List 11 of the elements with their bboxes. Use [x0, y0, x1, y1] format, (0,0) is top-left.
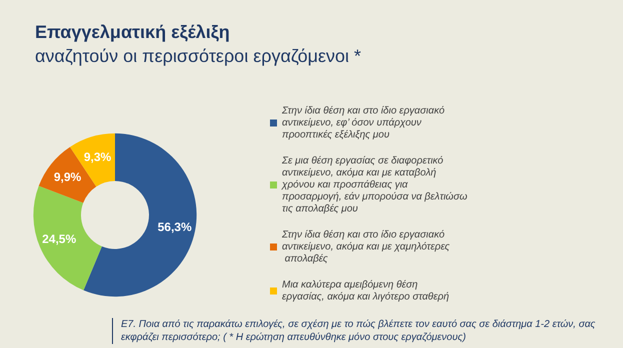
- chart-subtitle: αναζητούν οι περισσότεροι εργαζόμενοι *: [35, 46, 362, 66]
- data-label: 9,9%: [54, 170, 82, 184]
- chart-title: Επαγγελματική εξέλιξη: [35, 22, 230, 42]
- data-label: 56,3%: [158, 220, 192, 234]
- legend-label: Σε μια θέση εργασίας σε διαφορετικό αντικείμενο, ακόμα και με καταβολή χρόνου και προσπάθειας για προσαρμογή, εάν μπορούσα να βελτιώσω τις απολαβές μου: [281, 156, 470, 214]
- legend-label: Μια καλύτερα αμειβόμενη θέση εργασίας, ακόμα και λιγότερο σταθερή: [282, 280, 450, 302]
- text: E7. Ποια από τις παρακάτω επιλογές, σε σχέση με το πώς βλέπετε τον εαυτό σας σε διάστημα 1-2 ετών, σας εκφράζει περισσότερο; ( * Η ερώτηση απευθύνθηκε μόνο στους εργαζόμενους): [112, 318, 621, 344]
- legend-label: Στην ίδια θέση και στο ίδιο εργασιακό αντικείμενο, ακόμα και με χαμηλότερες απολαβές: [281, 230, 450, 264]
- legend-label: Στην ίδια θέση και στο ίδιο εργασιακό αντικείμενο, εφ’ όσον υπάρχουν προοπτικές εξέλιξης μου: [281, 106, 448, 140]
- data-label: 24,5%: [42, 232, 76, 246]
- data-label: 9,3%: [84, 150, 112, 164]
